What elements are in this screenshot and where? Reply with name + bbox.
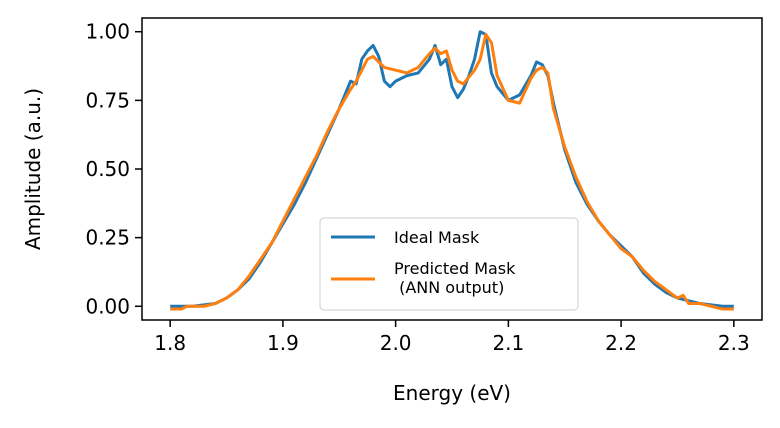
legend: Ideal Mask Predicted Mask (ANN output) [319, 217, 579, 311]
x-tick-label: 2.1 [492, 331, 524, 355]
x-tick-label: 1.9 [267, 331, 299, 355]
legend-label-predicted: Predicted Mask (ANN output) [394, 259, 516, 297]
x-axis-label: Energy (eV) [393, 381, 511, 405]
x-tick-label: 1.8 [154, 331, 186, 355]
y-tick-label: 1.00 [85, 20, 130, 44]
chart-marks [170, 30, 734, 311]
x-axis: 1.8 1.9 2.0 2.1 2.2 2.3 [154, 320, 750, 355]
y-tick-label: 0.00 [85, 294, 130, 318]
series-line-1 [170, 32, 734, 311]
x-tick-label: 2.0 [380, 331, 412, 355]
y-tick-label: 0.50 [85, 157, 130, 181]
y-axis: 0.00 0.25 0.50 0.75 1.00 [85, 20, 142, 318]
legend-label-line: (ANN output) [394, 278, 504, 297]
y-tick-label: 0.75 [85, 88, 130, 112]
x-tick-label: 2.3 [718, 331, 750, 355]
legend-label-ideal: Ideal Mask [394, 228, 480, 247]
x-tick-label: 2.2 [605, 331, 637, 355]
y-axis-label: Amplitude (a.u.) [21, 88, 45, 250]
y-tick-label: 0.25 [85, 226, 130, 250]
legend-label-line: Predicted Mask [394, 259, 516, 278]
legend-box [319, 217, 579, 311]
